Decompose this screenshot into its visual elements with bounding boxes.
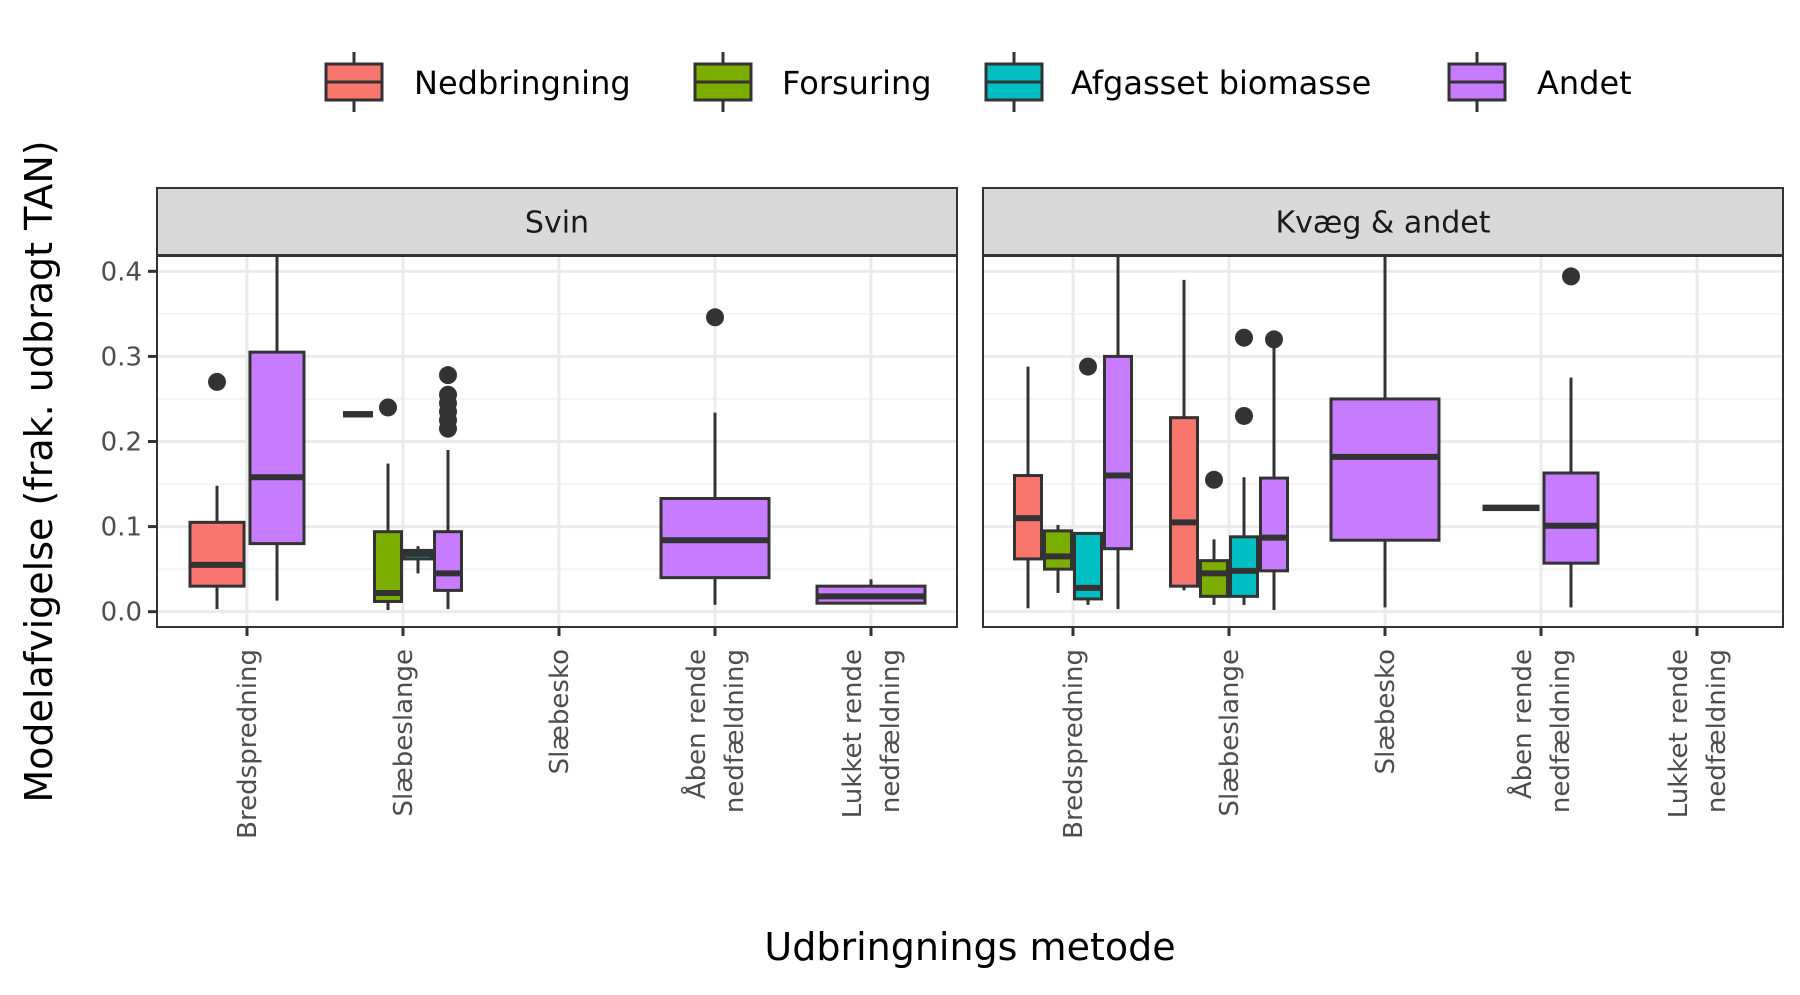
box-2-6 xyxy=(1199,559,1229,598)
box-1-4 xyxy=(373,530,403,603)
x-tick-label: Lukket rende xyxy=(838,649,868,818)
x-tick-label: Slæbesko xyxy=(545,649,575,774)
facet-strip-1 xyxy=(156,187,958,256)
x-tick-label: Slæbeslange xyxy=(389,649,419,816)
outlier-point xyxy=(379,398,397,417)
y-tick-label: 0.2 xyxy=(101,428,142,458)
outlier-point xyxy=(439,385,457,404)
x-tick-label: Åben rende xyxy=(1506,649,1538,799)
panel-border-2 xyxy=(982,255,1784,628)
y-tick-label: 0.0 xyxy=(101,598,142,628)
outlier-point xyxy=(1265,330,1283,349)
box-2-7 xyxy=(1229,535,1259,598)
x-tick-label: nedfældning xyxy=(1546,649,1576,813)
legend-label-1: Nedbringning xyxy=(414,64,631,102)
y-axis-title: Modelafvigelse (frak. udbragt TAN) xyxy=(17,140,61,802)
box-2-2 xyxy=(1043,529,1073,571)
x-tick-label: Åben rende xyxy=(680,649,712,799)
x-tick-label: Bredspredning xyxy=(233,649,263,839)
facet-strip-2 xyxy=(982,187,1784,256)
outlier-point xyxy=(1205,470,1223,489)
x-tick-label: Slæbeslange xyxy=(1215,649,1245,816)
legend-label-4: Andet xyxy=(1537,64,1632,102)
outlier-point xyxy=(439,366,457,385)
outlier-point xyxy=(1235,406,1253,425)
box-2-9 xyxy=(1329,397,1441,542)
y-tick-label: 0.1 xyxy=(101,513,142,543)
outlier-point xyxy=(706,308,724,327)
box-1-1 xyxy=(188,520,246,588)
x-tick-label: Slæbesko xyxy=(1371,649,1401,774)
x-tick-label: nedfældning xyxy=(876,649,906,813)
legend-label-3: Afgasset biomasse xyxy=(1071,64,1371,102)
y-tick-label: 0.4 xyxy=(101,257,142,287)
panel-plot-area-2 xyxy=(1013,256,1600,610)
x-tick-label: Lukket rende xyxy=(1664,649,1694,818)
x-tick-label: nedfældning xyxy=(720,649,750,813)
box-2-11 xyxy=(1542,471,1600,565)
box-2-4 xyxy=(1103,354,1133,551)
outlier-point xyxy=(1079,357,1097,376)
outlier-point xyxy=(1562,267,1580,286)
outlier-point xyxy=(208,372,226,391)
box-1-2 xyxy=(248,350,306,546)
facet-label-2: Kvæg & andet xyxy=(1275,206,1490,241)
x-tick-label: Bredspredning xyxy=(1059,649,1089,839)
outlier-point xyxy=(1235,328,1253,347)
x-tick-label: nedfældning xyxy=(1702,649,1732,813)
legend-label-2: Forsuring xyxy=(782,64,932,102)
box-2-8 xyxy=(1259,476,1289,573)
box-2-5 xyxy=(1169,416,1199,588)
y-tick-label: 0.3 xyxy=(101,342,142,372)
panel-plot-area-1 xyxy=(188,256,927,610)
x-axis-title: Udbringnings metode xyxy=(764,925,1175,969)
box-1-6 xyxy=(433,530,463,592)
facet-label-1: Svin xyxy=(525,206,589,241)
